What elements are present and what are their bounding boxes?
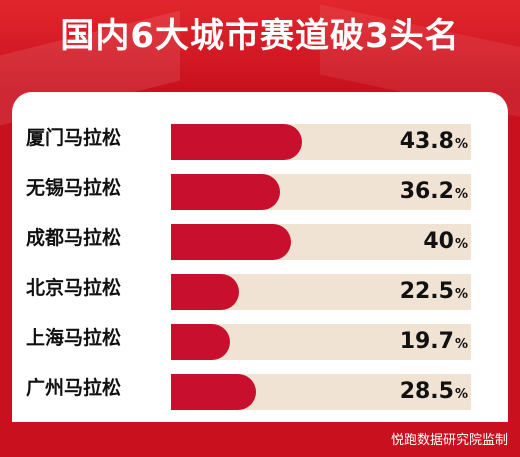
value-number: 28.5	[399, 379, 454, 404]
header-ribbon	[0, 0, 520, 92]
value-number: 19.7	[399, 329, 454, 354]
category-label: 无锡马拉松	[26, 177, 122, 199]
bar	[171, 124, 302, 160]
category-label: 成都马拉松	[26, 227, 122, 249]
category-label: 北京马拉松	[26, 277, 122, 299]
bar-row: 广州马拉松 28.5%	[12, 365, 508, 411]
bar-row: 北京马拉松 22.5%	[12, 265, 508, 311]
chart-panel: 厦门马拉松 43.8% 无锡马拉松 36.2% 成都马拉松 40% 北京马拉松 …	[12, 92, 508, 422]
footer-band: 悦跑数据研究院监制	[0, 422, 520, 457]
value-number: 36.2	[399, 179, 454, 204]
bar-row: 无锡马拉松 36.2%	[12, 165, 508, 211]
bar	[171, 174, 280, 210]
value-unit: %	[454, 237, 468, 252]
value-number: 43.8	[399, 129, 454, 154]
bar	[171, 274, 239, 310]
bar	[171, 224, 291, 260]
bar-row: 上海马拉松 19.7%	[12, 315, 508, 361]
value-label: 43.8%	[400, 124, 468, 160]
bar	[171, 324, 230, 360]
value-label: 40%	[423, 224, 468, 260]
category-label: 广州马拉松	[26, 377, 122, 399]
chart-title: 国内6大城市赛道破3头名	[60, 16, 460, 56]
source-note: 悦跑数据研究院监制	[390, 433, 508, 448]
value-unit: %	[454, 137, 468, 152]
bar	[171, 374, 256, 410]
value-unit: %	[454, 187, 468, 202]
value-label: 19.7%	[400, 324, 468, 360]
value-label: 36.2%	[400, 174, 468, 210]
bar-row: 厦门马拉松 43.8%	[12, 115, 508, 161]
value-label: 28.5%	[400, 374, 468, 410]
value-unit: %	[454, 337, 468, 352]
category-label: 厦门马拉松	[26, 127, 122, 149]
bar-row: 成都马拉松 40%	[12, 215, 508, 261]
value-number: 22.5	[399, 279, 454, 304]
value-number: 40	[423, 229, 454, 254]
value-label: 22.5%	[400, 274, 468, 310]
category-label: 上海马拉松	[26, 327, 122, 349]
value-unit: %	[454, 387, 468, 402]
value-unit: %	[454, 287, 468, 302]
